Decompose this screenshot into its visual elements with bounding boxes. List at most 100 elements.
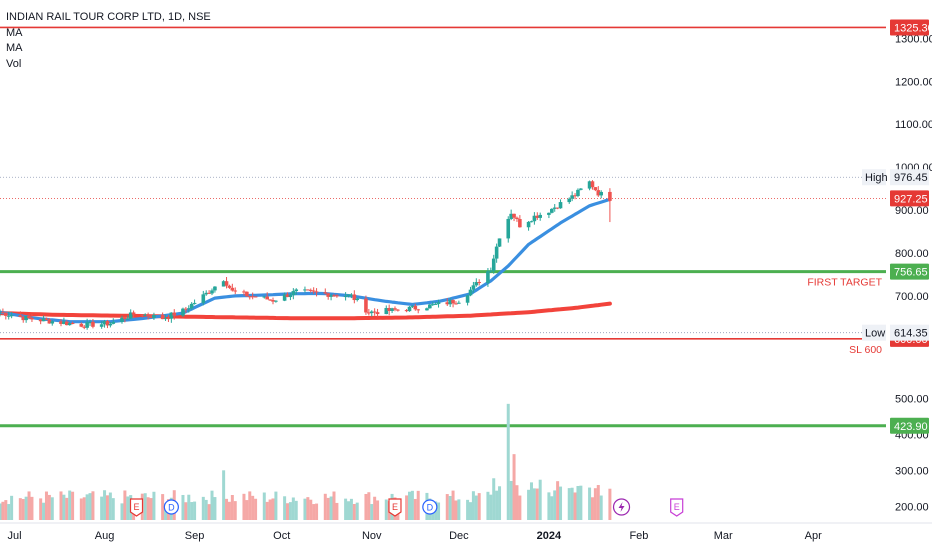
candle-body	[143, 314, 148, 316]
candle-body	[274, 300, 278, 302]
volume-bar	[309, 499, 313, 520]
candle-body	[352, 294, 357, 301]
volume-bar	[498, 486, 502, 520]
candle-body	[242, 291, 246, 293]
candle-body	[0, 312, 2, 314]
volume-bar	[42, 502, 46, 520]
volume-bar	[233, 501, 237, 520]
x-tick-label: Oct	[273, 530, 290, 542]
candle-body	[91, 321, 95, 327]
volume-bar	[79, 498, 83, 520]
level-price-tag-bg	[890, 263, 929, 280]
volume-bar	[126, 496, 130, 520]
candle-body	[41, 318, 46, 322]
candle-body	[131, 312, 136, 315]
candle-body	[146, 314, 150, 317]
candle-body	[535, 215, 540, 218]
volume-bar	[254, 498, 258, 520]
volume-bar	[47, 494, 51, 520]
candle-body	[608, 191, 612, 201]
candle-body	[369, 311, 374, 314]
candle-body	[128, 312, 133, 319]
volume-bar	[248, 491, 252, 520]
volume-bar	[471, 491, 475, 520]
candle-body	[204, 292, 209, 295]
volume-bar	[286, 503, 290, 520]
ma-fast-line	[0, 197, 612, 324]
volume-bar	[329, 496, 333, 520]
volume-bar	[315, 503, 319, 520]
candle-body	[271, 300, 275, 302]
candle-body	[457, 302, 461, 304]
candle-body	[291, 291, 296, 296]
volume-bar	[88, 493, 92, 520]
volume-bar	[495, 490, 499, 520]
volume-bar	[335, 502, 339, 520]
volume-bar	[227, 501, 231, 520]
y-tick-label: 1300.00	[895, 33, 932, 45]
earnings-label: E	[674, 502, 680, 512]
volume-bar	[71, 491, 75, 520]
ma-slow-series	[0, 301, 612, 321]
volume-bar	[68, 490, 72, 520]
candle-body	[436, 302, 441, 304]
volume-bar	[608, 488, 612, 520]
legend-ma-slow[interactable]: MA	[6, 42, 23, 54]
volume-bar	[553, 490, 557, 520]
candle-body	[375, 312, 380, 315]
volume-bar	[262, 492, 266, 520]
candle-body	[587, 181, 592, 189]
earnings-label: E	[133, 502, 139, 512]
candle-body	[494, 246, 499, 259]
volume-bar	[477, 493, 481, 520]
candle-body	[186, 308, 191, 310]
time-axis: Jul Aug Sep Oct Nov Dec 2024 Feb Mar Apr	[0, 522, 932, 542]
candle-body	[224, 281, 229, 286]
volume-bar	[303, 498, 307, 520]
candle-body	[102, 321, 107, 325]
candle-body	[445, 302, 450, 305]
volume-bar	[82, 497, 86, 520]
volume-bar	[410, 490, 414, 520]
candle-body	[44, 318, 49, 320]
candle-body	[210, 290, 214, 294]
level-price-tag: 1325.30	[894, 22, 932, 34]
chart-title: INDIAN RAIL TOUR CORP LTD, 1D, NSE	[6, 11, 211, 23]
volume-bar	[62, 494, 66, 520]
legend-ma-fast[interactable]: MA	[6, 26, 23, 39]
candle-body	[64, 321, 69, 326]
candle-body	[465, 295, 470, 303]
volume-bar	[408, 491, 412, 520]
y-tick-label: 900.00	[895, 205, 929, 217]
candle-body	[18, 315, 23, 317]
candle-body	[169, 312, 174, 319]
volume-bar	[91, 491, 95, 520]
candle-body	[486, 271, 490, 284]
candle-body	[163, 318, 168, 320]
volume-bar	[457, 499, 461, 520]
volume-bar	[370, 504, 374, 520]
volume-bar	[529, 482, 533, 520]
volume-bar	[10, 495, 14, 520]
candle-body	[47, 319, 52, 324]
volume-bar	[596, 485, 600, 520]
volume-bar	[65, 497, 69, 520]
candle-body	[538, 214, 542, 218]
legend-volume[interactable]: Vol	[6, 57, 22, 70]
volume-bar	[468, 502, 472, 520]
candle-body	[149, 316, 153, 319]
y-tick-label: 800.00	[895, 248, 929, 260]
volume-bar	[193, 501, 197, 520]
volume-bar	[355, 502, 359, 520]
candle-body	[396, 309, 400, 311]
candle-body	[308, 289, 313, 291]
candle-body	[262, 296, 267, 298]
dividend-label: D	[427, 503, 434, 513]
candle-body	[576, 189, 580, 196]
candle-body	[125, 318, 130, 320]
volume-bar	[376, 500, 380, 520]
candle-body	[532, 215, 537, 222]
volume-bar	[190, 502, 194, 520]
